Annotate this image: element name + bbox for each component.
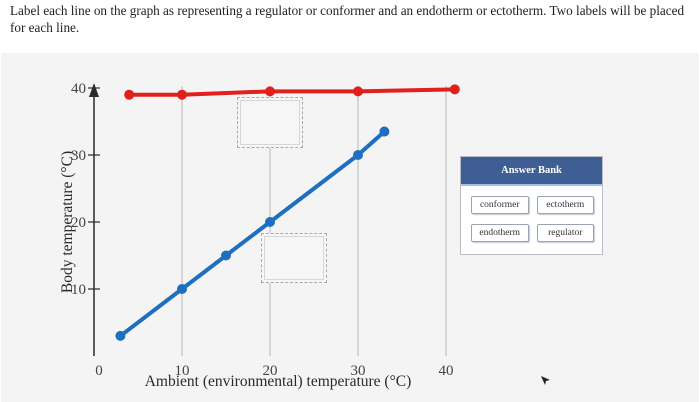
series-1-point-1 xyxy=(177,284,187,294)
series-0-point-3 xyxy=(353,86,363,97)
grid-lines xyxy=(181,86,447,356)
series-0-point-4 xyxy=(449,84,460,95)
y-tick-label-10: 10 xyxy=(71,282,86,298)
chart-series xyxy=(115,84,460,341)
answer-bank: Answer Bank conformer ectotherm endother… xyxy=(460,156,603,255)
series-1-point-5 xyxy=(379,126,390,137)
series-1-point-2 xyxy=(221,250,231,261)
y-axis-title: Body temperature (°C) xyxy=(59,151,76,293)
answer-chip-regulator[interactable]: regulator xyxy=(536,224,594,242)
label-drop-zone-upper[interactable] xyxy=(237,97,303,148)
answer-bank-title: Answer Bank xyxy=(461,157,602,186)
label-drop-zone-lower[interactable] xyxy=(261,233,327,283)
mouse-cursor-icon xyxy=(541,376,550,385)
series-1-point-4 xyxy=(353,150,363,160)
answer-bank-items: conformer ectotherm endotherm regulator xyxy=(461,186,602,242)
y-tick-label-30: 30 xyxy=(71,148,86,164)
x-tick-label-40: 40 xyxy=(439,363,454,379)
question-text: Label each line on the graph as represen… xyxy=(10,3,685,35)
y-tick-label-20: 20 xyxy=(71,215,86,231)
series-0-point-2 xyxy=(265,86,275,97)
x-tick-label-30: 30 xyxy=(351,363,366,379)
y-tick-label-40: 40 xyxy=(71,81,86,97)
series-0-point-1 xyxy=(177,89,187,100)
answer-chip-conformer[interactable]: conformer xyxy=(471,196,529,214)
series-1-line xyxy=(118,129,387,338)
series-1-point-3 xyxy=(265,217,275,227)
y-axis-arrow xyxy=(89,83,99,97)
axis-ticks: 0 10 20 30 40 10 20 30 40 xyxy=(71,81,454,379)
answer-chip-ectotherm[interactable]: ectotherm xyxy=(536,196,594,214)
chart-axes xyxy=(89,83,99,356)
x-axis-title: Ambient (environmental) temperature (°C) xyxy=(145,373,412,390)
series-1-point-0 xyxy=(115,330,126,341)
x-tick-label-10: 10 xyxy=(175,363,190,379)
x-tick-label-20: 20 xyxy=(263,363,278,379)
x-tick-label-0: 0 xyxy=(95,363,103,379)
series-0-point-0 xyxy=(124,89,135,100)
answer-chip-endotherm[interactable]: endotherm xyxy=(471,224,529,242)
